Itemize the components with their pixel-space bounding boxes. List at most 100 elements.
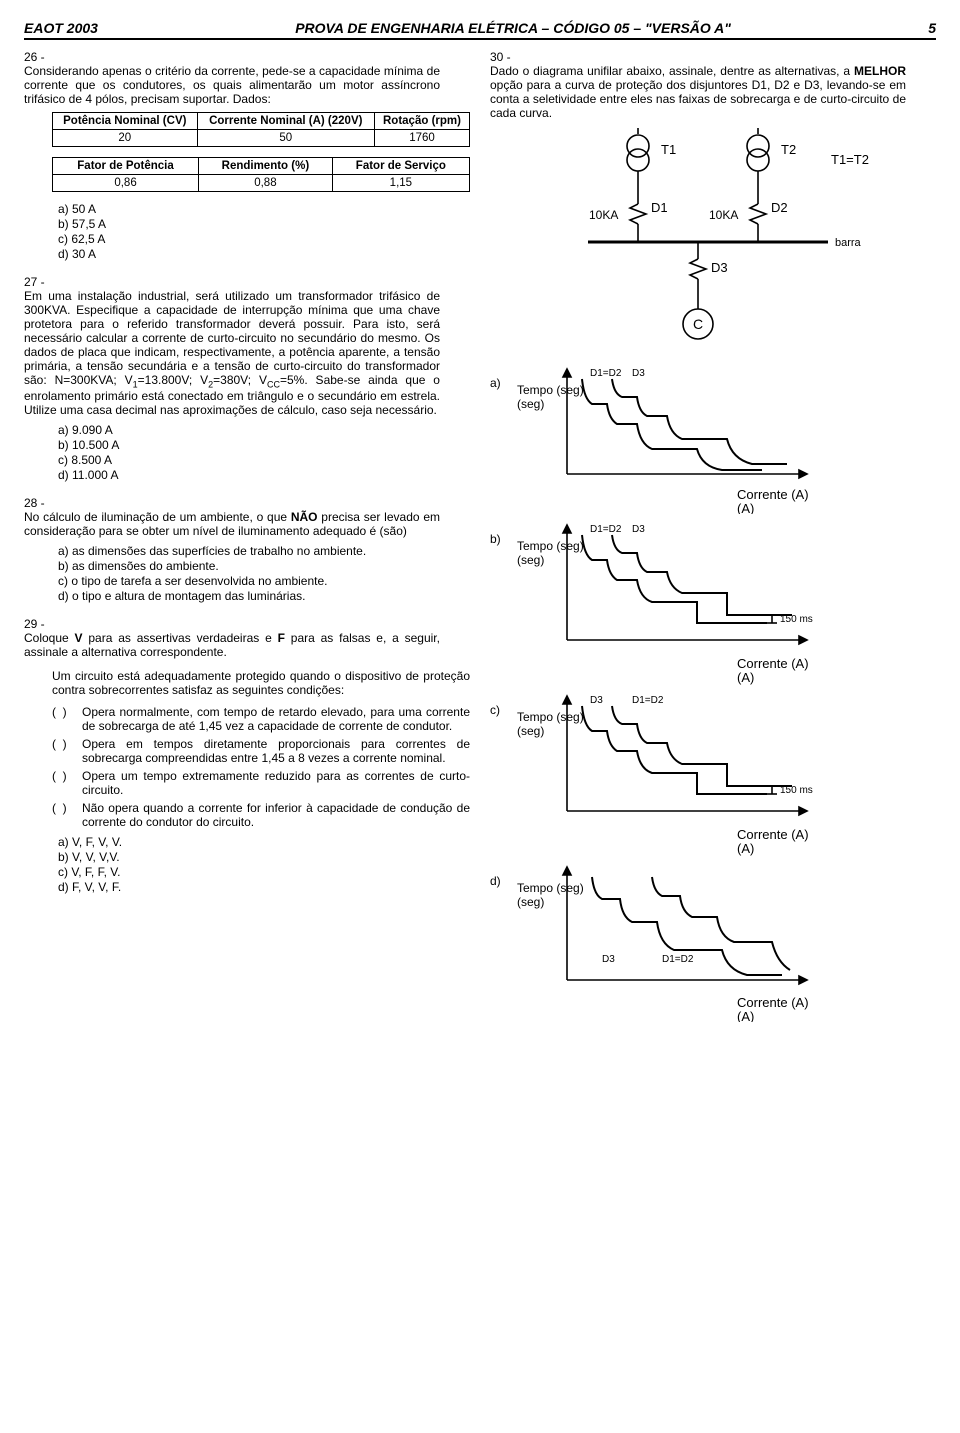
q29-t1: Coloque bbox=[24, 631, 75, 645]
gb-xlabel: Corrente (A) bbox=[737, 656, 809, 671]
question-29: 29 - Coloque V para as assertivas verdad… bbox=[24, 617, 470, 894]
q26-t2-c2: 1,15 bbox=[332, 175, 469, 192]
question-28: 28 - No cálculo de iluminação de um ambi… bbox=[24, 496, 470, 603]
q26-opt-d: d) 30 A bbox=[58, 247, 470, 261]
q26-t2-c1: 0,88 bbox=[199, 175, 333, 192]
gb-150ms: 150 ms bbox=[780, 614, 813, 625]
q26-t1-c2: 1760 bbox=[374, 130, 469, 147]
q26-t1-c0: 20 bbox=[53, 130, 198, 147]
q29-vf-1-text: Opera em tempos diretamente proporcionai… bbox=[82, 737, 470, 765]
q29-vf-0: ( )Opera normalmente, com tempo de retar… bbox=[52, 705, 470, 733]
q30-bold: MELHOR bbox=[854, 64, 906, 78]
q26-t2-h0: Fator de Potência bbox=[53, 158, 199, 175]
q28-opt-d: d) o tipo e altura de montagem das lumin… bbox=[58, 589, 470, 603]
q28-number: 28 - bbox=[24, 496, 52, 510]
svg-text:(A): (A) bbox=[737, 841, 754, 856]
svg-text:(seg): (seg) bbox=[517, 895, 544, 909]
q27-opt-c: c) 8.500 A bbox=[58, 453, 470, 467]
gc-xlabel: Corrente (A) bbox=[737, 827, 809, 842]
q29-vf-3-text: Não opera quando a corrente for inferior… bbox=[82, 801, 470, 829]
q26-t1-h0: Potência Nominal (CV) bbox=[53, 113, 198, 130]
q26-t2-h2: Fator de Serviço bbox=[332, 158, 469, 175]
graph-a-svg: Tempo (seg) (seg) Corrente (A) (A) D1=D2… bbox=[512, 364, 832, 514]
ga-ylabel: Tempo (seg) bbox=[517, 383, 584, 397]
q30-graph-c: c) Tempo (seg) (seg) C bbox=[490, 691, 936, 856]
q27-text: Em uma instalação industrial, será utili… bbox=[24, 289, 440, 417]
q26-opt-a: a) 50 A bbox=[58, 202, 470, 216]
svg-text:(seg): (seg) bbox=[517, 724, 544, 738]
q30-t2: opção para a curva de proteção dos disju… bbox=[490, 78, 906, 120]
q29-opt-d: d) F, V, V, F. bbox=[58, 880, 470, 894]
q29-stem: Um circuito está adequadamente protegido… bbox=[52, 669, 470, 697]
q26-opt-c: c) 62,5 A bbox=[58, 232, 470, 246]
q30-text: Dado o diagrama unifilar abaixo, assinal… bbox=[490, 64, 906, 120]
q28-t1: No cálculo de iluminação de um ambiente,… bbox=[24, 510, 291, 524]
q27-t3: =380V; V bbox=[213, 373, 267, 387]
q28-options: a) as dimensões das superfícies de traba… bbox=[58, 544, 470, 603]
q29-options: a) V, F, V, V. b) V, V, V,V. c) V, F, F,… bbox=[58, 835, 470, 894]
page-header: EAOT 2003 PROVA DE ENGENHARIA ELÉTRICA –… bbox=[24, 20, 936, 40]
q26-t2-c0: 0,86 bbox=[53, 175, 199, 192]
one-line-diagram: T1 T2 T1=T2 10KA 10KA D1 D2 D3 barra C bbox=[533, 124, 893, 354]
q29-b1: V bbox=[75, 631, 83, 645]
gd-xlabel: Corrente (A) bbox=[737, 995, 809, 1010]
q29-number: 29 - bbox=[24, 617, 52, 631]
q29-vf-list: ( )Opera normalmente, com tempo de retar… bbox=[52, 705, 470, 829]
q29-vf-3: ( )Não opera quando a corrente for infer… bbox=[52, 801, 470, 829]
gb-ylabel: Tempo (seg) bbox=[517, 539, 584, 553]
q27-opt-b: b) 10.500 A bbox=[58, 438, 470, 452]
question-27: 27 - Em uma instalação industrial, será … bbox=[24, 275, 470, 482]
q28-opt-a: a) as dimensões das superfícies de traba… bbox=[58, 544, 470, 558]
q27-options: a) 9.090 A b) 10.500 A c) 8.500 A d) 11.… bbox=[58, 423, 470, 482]
q26-table2: Fator de Potência Rendimento (%) Fator d… bbox=[52, 157, 470, 192]
gc-c2: D1=D2 bbox=[632, 695, 664, 706]
graph-c-svg: Tempo (seg) (seg) Corrente (A) (A) D3 D1… bbox=[512, 691, 832, 856]
question-30: 30 - Dado o diagrama unifilar abaixo, as… bbox=[490, 50, 936, 1022]
gb-c1: D1=D2 bbox=[590, 524, 622, 535]
q30-label-d: d) bbox=[490, 862, 512, 888]
gd-ylabel: Tempo (seg) bbox=[517, 881, 584, 895]
q30-graph-a: a) Tempo (seg) (seg) Corrente (A) bbox=[490, 364, 936, 514]
q29-vf-0-text: Opera normalmente, com tempo de retardo … bbox=[82, 705, 470, 733]
q28-bold: NÃO bbox=[291, 510, 318, 524]
diag-barra: barra bbox=[835, 237, 862, 249]
svg-text:(A): (A) bbox=[737, 501, 754, 514]
q27-t2: =13.800V; V bbox=[138, 373, 209, 387]
graph-b-svg: Tempo (seg) (seg) Corrente (A) (A) D1=D2… bbox=[512, 520, 832, 685]
left-column: 26 - Considerando apenas o critério da c… bbox=[24, 50, 470, 1036]
graph-d-svg: Tempo (seg) (seg) Corrente (A) (A) D3 D1… bbox=[512, 862, 832, 1022]
q26-number: 26 - bbox=[24, 50, 52, 64]
q29-opt-a: a) V, F, V, V. bbox=[58, 835, 470, 849]
q29-vf-2-text: Opera um tempo extremamente reduzido par… bbox=[82, 769, 470, 797]
right-column: 30 - Dado o diagrama unifilar abaixo, as… bbox=[490, 50, 936, 1036]
svg-text:(A): (A) bbox=[737, 1009, 754, 1022]
gd-c2: D1=D2 bbox=[662, 954, 694, 965]
q28-text: No cálculo de iluminação de um ambiente,… bbox=[24, 510, 440, 538]
q26-t2-h1: Rendimento (%) bbox=[199, 158, 333, 175]
ga-c2: D3 bbox=[632, 368, 645, 379]
svg-text:(seg): (seg) bbox=[517, 553, 544, 567]
q30-graph-b: b) Tempo (seg) (seg) C bbox=[490, 520, 936, 685]
q27-opt-d: d) 11.000 A bbox=[58, 468, 470, 482]
q26-options: a) 50 A b) 57,5 A c) 62,5 A d) 30 A bbox=[58, 202, 470, 261]
q26-t1-c1: 50 bbox=[197, 130, 374, 147]
diag-d3: D3 bbox=[711, 260, 728, 275]
diag-t1-label: T1 bbox=[661, 142, 676, 157]
ga-xlabel: Corrente (A) bbox=[737, 487, 809, 502]
q30-number: 30 - bbox=[490, 50, 518, 64]
q26-text: Considerando apenas o critério da corren… bbox=[24, 64, 440, 106]
gd-c1: D3 bbox=[602, 954, 615, 965]
gb-c2: D3 bbox=[632, 524, 645, 535]
q26-t1-h1: Corrente Nominal (A) (220V) bbox=[197, 113, 374, 130]
header-right: 5 bbox=[928, 20, 936, 36]
q30-label-a: a) bbox=[490, 364, 512, 390]
q30-label-b: b) bbox=[490, 520, 512, 546]
q26-opt-b: b) 57,5 A bbox=[58, 217, 470, 231]
q29-vf-1: ( )Opera em tempos diretamente proporcio… bbox=[52, 737, 470, 765]
q29-opt-b: b) V, V, V,V. bbox=[58, 850, 470, 864]
question-26: 26 - Considerando apenas o critério da c… bbox=[24, 50, 470, 261]
q29-opt-c: c) V, F, F, V. bbox=[58, 865, 470, 879]
q27-number: 27 - bbox=[24, 275, 52, 289]
gc-ylabel: Tempo (seg) bbox=[517, 710, 584, 724]
svg-text:(A): (A) bbox=[737, 670, 754, 685]
